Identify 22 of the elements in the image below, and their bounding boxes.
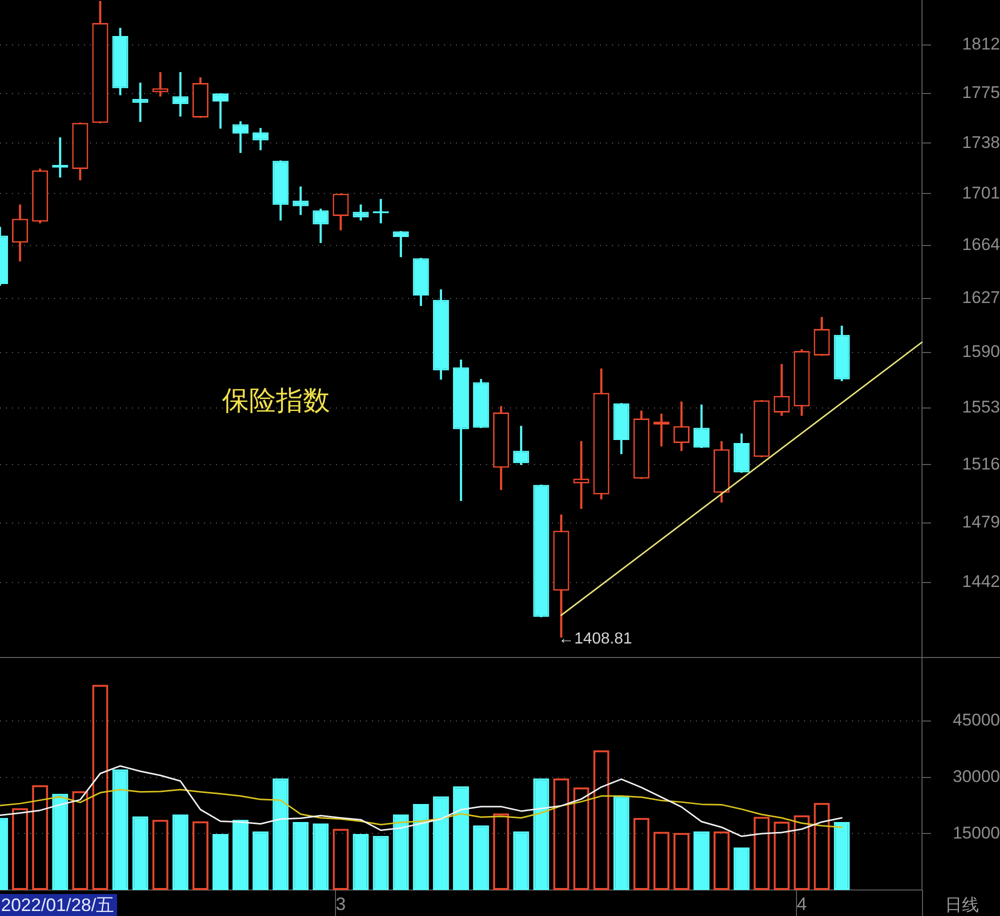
y-tick-label: 1738 xyxy=(962,132,1000,152)
y-tick-label: 1442 xyxy=(962,572,1000,592)
candlestick xyxy=(132,82,148,122)
y-tick-label: 45000 xyxy=(952,710,1000,730)
candlestick xyxy=(573,441,590,509)
y-tick-label: 1812 xyxy=(962,34,1000,54)
text: 2022/01/28/五 xyxy=(1,894,114,915)
y-tick-label: 1701 xyxy=(962,183,1000,202)
y-tick-label: 15000 xyxy=(952,823,1000,842)
y-tick-label: 1479 xyxy=(962,512,1000,532)
y-tick-label: 1627 xyxy=(962,288,1000,308)
y-tick-label: 1590 xyxy=(962,342,1000,362)
y-tick-label: 1516 xyxy=(962,454,1000,474)
y-tick-label: 1553 xyxy=(962,398,1000,417)
y-tick-label: 1775 xyxy=(962,83,1000,102)
x-tick-label: 3 xyxy=(336,894,346,914)
x-tick-label: 4 xyxy=(796,894,807,914)
y-tick-label: 1664 xyxy=(962,235,1000,254)
text: 日线 xyxy=(945,896,979,915)
annotation: ←1408.81 xyxy=(558,630,632,648)
text: 保险指数 xyxy=(222,386,330,416)
y-tick-label: 30000 xyxy=(952,766,1000,786)
